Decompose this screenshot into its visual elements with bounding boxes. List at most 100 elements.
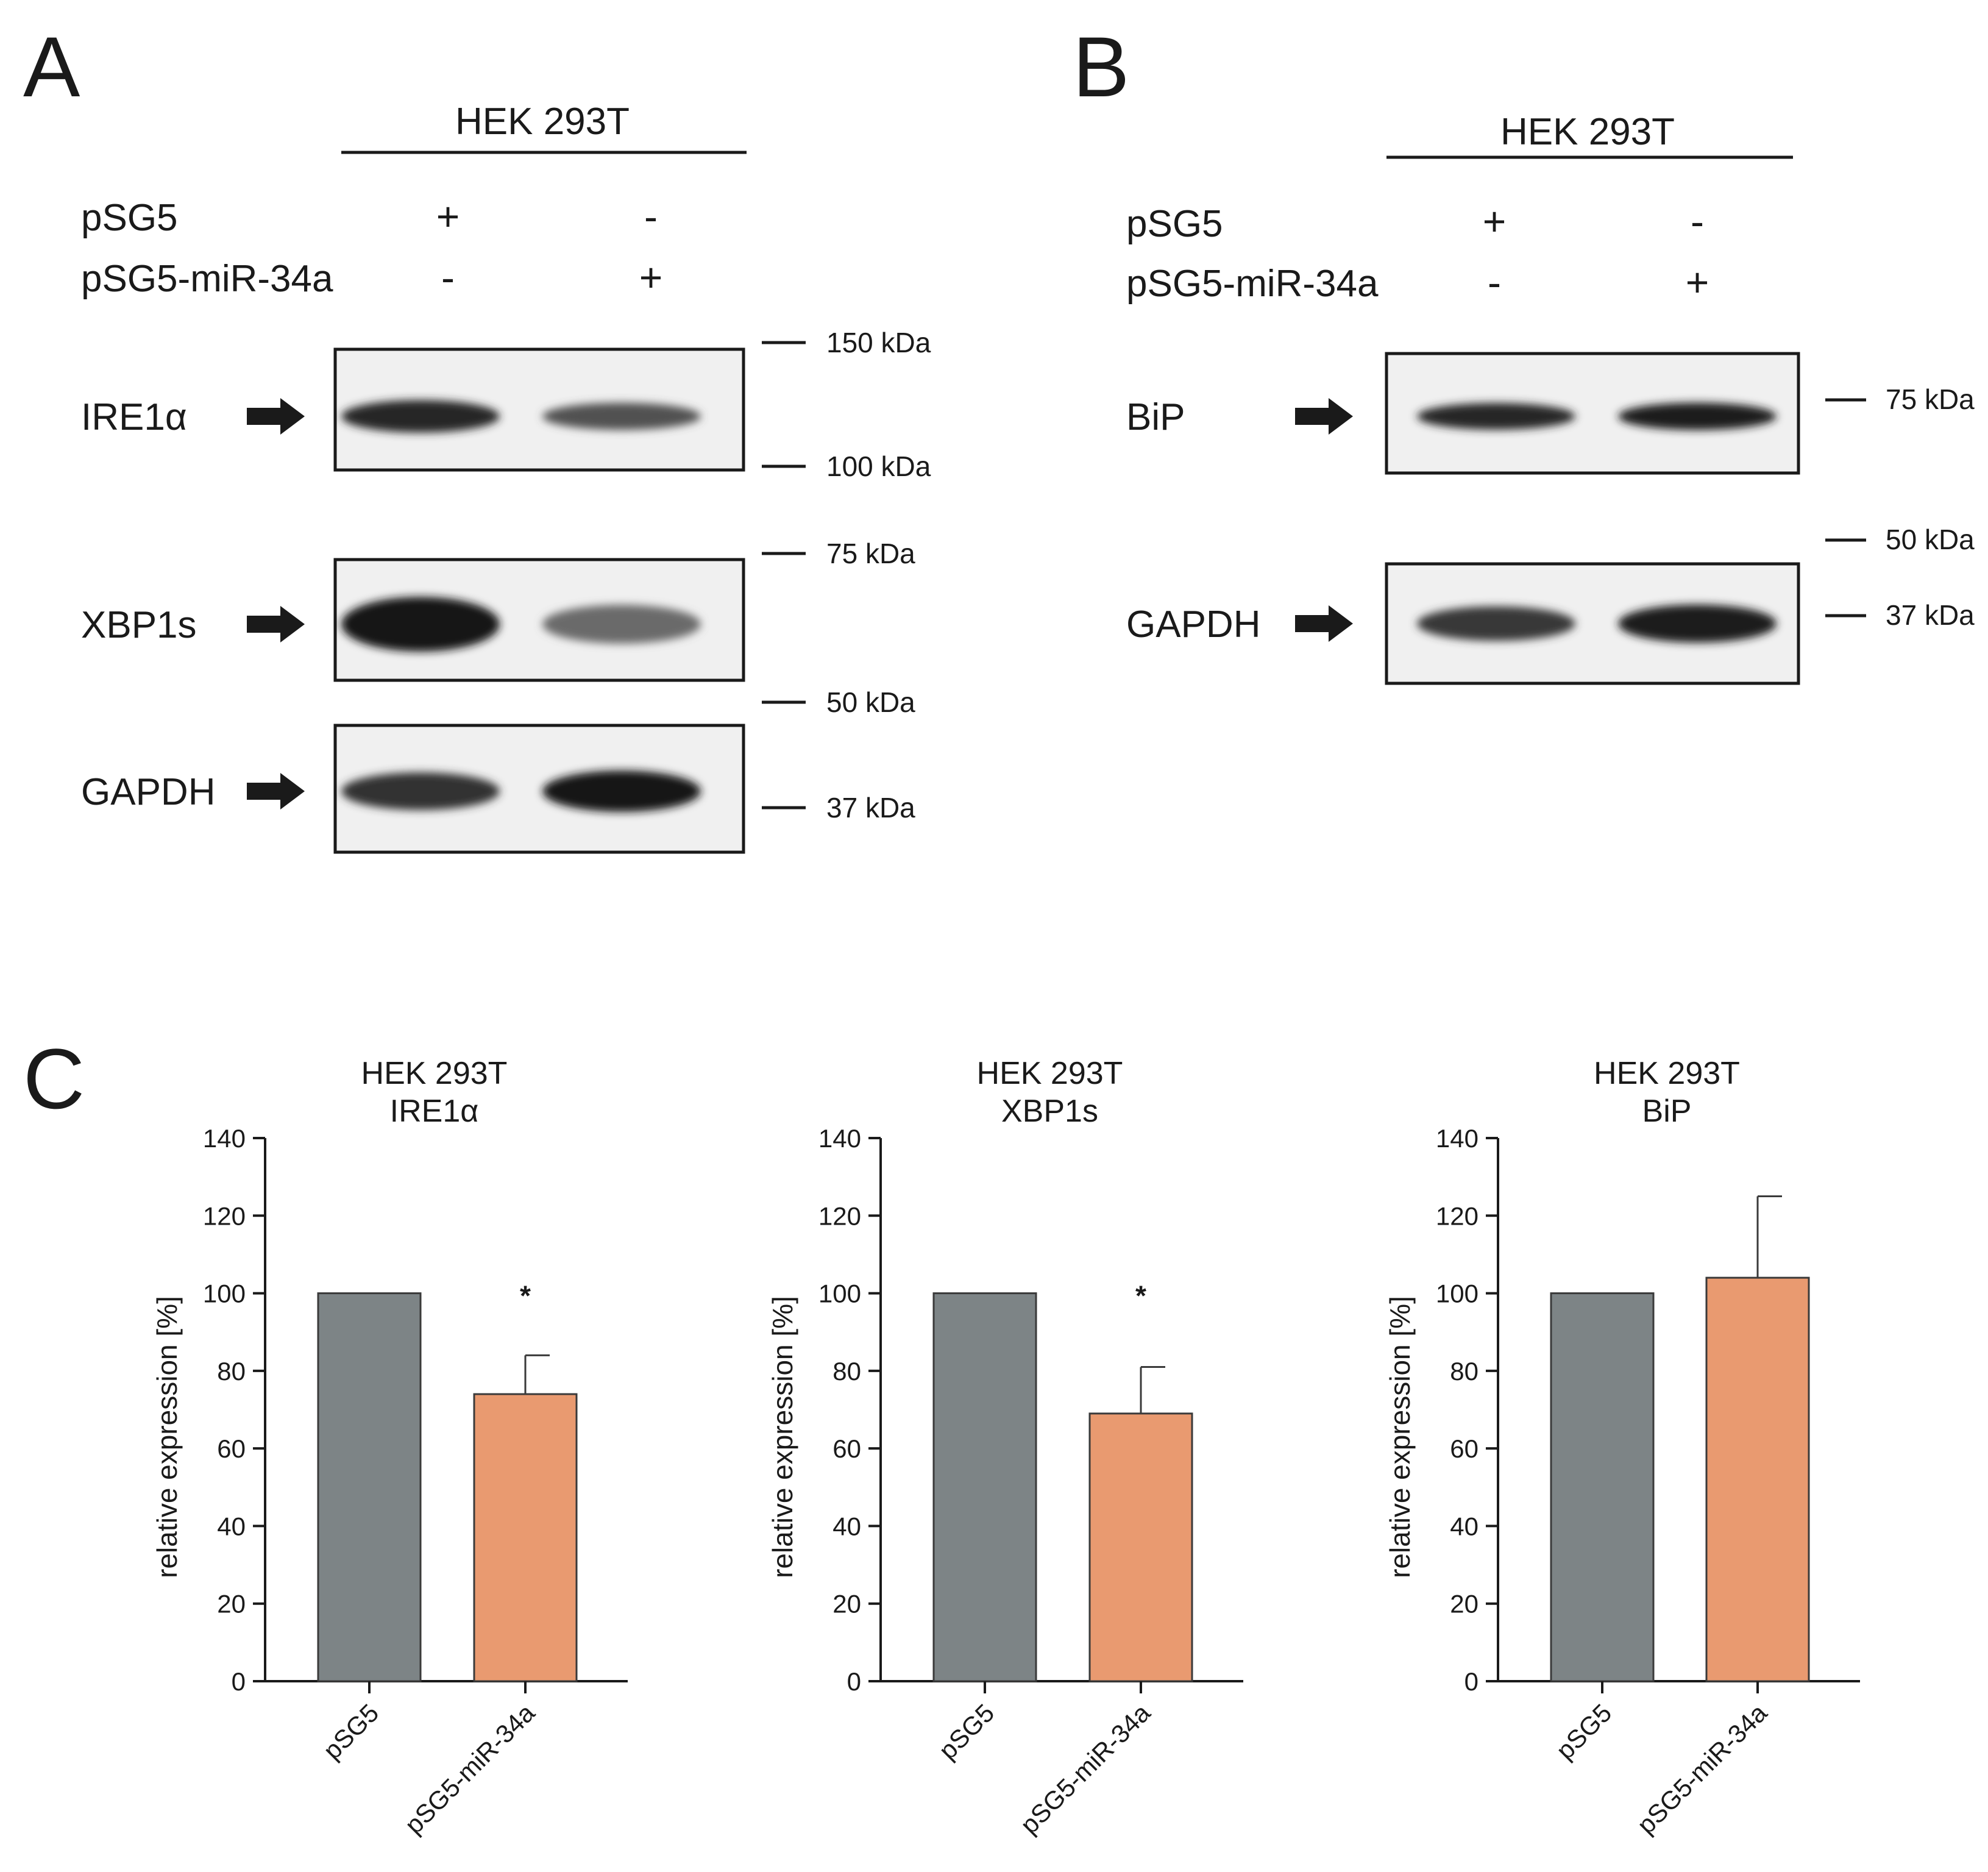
arrow-icon — [1295, 605, 1353, 642]
y-tick-label: 100 — [1436, 1279, 1479, 1308]
bar — [473, 1393, 578, 1682]
y-tick-label: 0 — [847, 1667, 861, 1696]
y-tick-label: 0 — [232, 1667, 246, 1696]
panel-a-mark: - — [644, 194, 658, 239]
bar — [1088, 1412, 1193, 1682]
panel-a-mark: + — [436, 194, 460, 239]
marker-label: 37 kDa — [1886, 599, 1975, 631]
bar — [1705, 1276, 1810, 1682]
panel-a-markers: 150 kDa 100 kDa 75 kDa 50 kDa 37 kDa — [762, 327, 931, 824]
y-tick-label: 20 — [1450, 1590, 1479, 1618]
y-tick-label: 40 — [217, 1512, 246, 1540]
panel-b-mark: - — [1488, 260, 1501, 305]
blot-band — [542, 605, 701, 644]
blot-label: BiP — [1126, 396, 1185, 438]
blot-label: GAPDH — [81, 771, 215, 813]
blot-label: GAPDH — [1126, 603, 1260, 646]
blot-bip: BiP — [1126, 352, 1800, 475]
arrow-icon — [1295, 398, 1353, 435]
panel-b-blots: BiP GAPDH — [1126, 352, 1800, 685]
y-tick-label: 120 — [203, 1201, 246, 1230]
blot-band — [341, 597, 500, 652]
panel-b-mark: + — [1686, 260, 1709, 305]
panel-b-letter: B — [1073, 19, 1129, 115]
blot-label: XBP1s — [81, 604, 197, 646]
y-tick-label: 120 — [1436, 1201, 1479, 1230]
panel-c-charts: HEK 293TIRE1α020406080100120140relative … — [151, 1056, 1860, 1839]
y-tick-label: 120 — [818, 1201, 861, 1230]
y-tick-label: 100 — [203, 1279, 246, 1308]
marker-label: 37 kDa — [826, 792, 915, 824]
panel-a-mark: + — [639, 255, 663, 300]
blot-band — [542, 771, 701, 812]
chart-title: HEK 293T — [1594, 1056, 1740, 1091]
marker-label: 150 kDa — [826, 327, 931, 358]
bar — [1550, 1292, 1655, 1682]
panel-b-markers: 75 kDa 50 kDa 37 kDa — [1825, 383, 1975, 631]
panel-c: C HEK 293TIRE1α020406080100120140relativ… — [23, 1031, 1860, 1839]
y-tick-label: 140 — [1436, 1124, 1479, 1153]
blot-band — [341, 400, 500, 433]
panel-a-condition-label: pSG5 — [81, 197, 178, 239]
significance-mark: * — [520, 1280, 531, 1312]
x-tick-label: pSG5 — [1550, 1698, 1617, 1765]
chart-subtitle: BiP — [1642, 1094, 1692, 1129]
panel-b-condition-label: pSG5-miR-34a — [1126, 263, 1379, 305]
marker-label: 75 kDa — [1886, 383, 1975, 415]
y-tick-label: 20 — [832, 1590, 861, 1618]
y-tick-label: 140 — [818, 1124, 861, 1153]
panel-a: A HEK 293T pSG5 + - pSG5-miR-34a - + IRE… — [23, 19, 931, 854]
chart-title: HEK 293T — [361, 1056, 508, 1091]
significance-mark: * — [1135, 1280, 1146, 1312]
x-tick-label: pSG5-miR-34a — [399, 1698, 541, 1840]
x-tick-label: pSG5 — [318, 1698, 384, 1765]
bar — [317, 1292, 422, 1682]
panel-a-letter: A — [23, 19, 80, 115]
y-axis-label: relative expression [%] — [151, 1296, 183, 1578]
y-axis-label: relative expression [%] — [1384, 1296, 1416, 1578]
panel-a-cell-line: HEK 293T — [455, 101, 630, 143]
arrow-icon — [247, 773, 305, 810]
y-tick-label: 80 — [1450, 1357, 1479, 1386]
blot-gapdh: GAPDH — [1126, 562, 1800, 685]
arrow-icon — [247, 606, 305, 642]
y-tick-label: 40 — [832, 1512, 861, 1540]
panel-b-mark: + — [1483, 199, 1507, 244]
blot-band — [1618, 604, 1777, 643]
marker-label: 100 kDa — [826, 450, 931, 482]
y-tick-label: 40 — [1450, 1512, 1479, 1540]
blot-band — [1417, 606, 1575, 641]
y-tick-label: 80 — [832, 1357, 861, 1386]
x-tick-label: pSG5-miR-34a — [1015, 1698, 1156, 1840]
y-tick-label: 100 — [818, 1279, 861, 1308]
panel-a-condition-label: pSG5-miR-34a — [81, 258, 333, 300]
panel-b-mark: - — [1691, 199, 1704, 244]
blot-band — [1417, 403, 1575, 430]
panel-b-condition-label: pSG5 — [1126, 203, 1223, 245]
y-tick-label: 20 — [217, 1590, 246, 1618]
panel-a-blots: IRE1α XBP1s GAPDH — [81, 347, 745, 854]
panel-b-cell-line: HEK 293T — [1500, 111, 1675, 153]
blot-gapdh: GAPDH — [81, 724, 745, 854]
panel-b: B HEK 293T pSG5 + - pSG5-miR-34a - + BiP… — [1073, 19, 1975, 685]
blot-ire1-: IRE1α — [81, 347, 745, 472]
blot-band — [341, 772, 500, 810]
y-tick-label: 60 — [217, 1434, 246, 1463]
bar — [932, 1292, 1037, 1682]
x-tick-label: pSG5 — [933, 1698, 999, 1765]
y-tick-label: 0 — [1464, 1667, 1479, 1696]
chart-subtitle: IRE1α — [390, 1094, 479, 1129]
marker-label: 50 kDa — [826, 686, 915, 718]
y-axis-label: relative expression [%] — [767, 1296, 798, 1578]
marker-label: 50 kDa — [1886, 524, 1975, 555]
arrow-icon — [247, 398, 305, 435]
y-tick-label: 60 — [1450, 1434, 1479, 1463]
y-tick-label: 80 — [217, 1357, 246, 1386]
marker-label: 75 kDa — [826, 538, 915, 569]
panel-c-letter: C — [23, 1031, 85, 1126]
blot-band — [542, 402, 701, 430]
